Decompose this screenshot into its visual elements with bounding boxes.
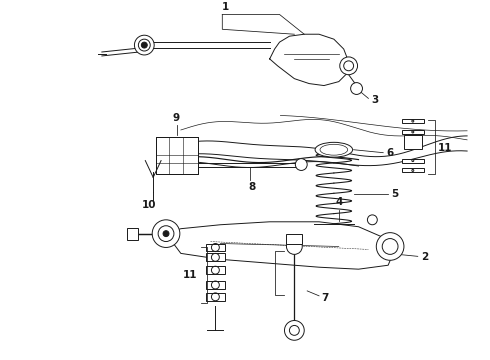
Bar [205,253,225,261]
Bar [205,243,225,251]
Bar [156,137,197,174]
Circle shape [152,220,180,247]
Text: 7: 7 [321,293,328,303]
Circle shape [287,239,302,255]
Text: 11: 11 [183,270,197,280]
Polygon shape [270,34,349,86]
Circle shape [351,82,363,94]
Text: 1: 1 [221,1,229,12]
Bar [402,130,424,134]
Bar [205,281,225,289]
Text: 4: 4 [335,197,343,207]
Circle shape [141,42,147,48]
Circle shape [285,320,304,340]
Bar [205,266,225,274]
Text: 11: 11 [438,143,452,153]
Circle shape [295,159,307,170]
Bar [287,234,302,243]
Circle shape [134,35,154,55]
Circle shape [368,215,377,225]
Polygon shape [166,222,393,269]
Text: 8: 8 [248,182,256,192]
Text: 6: 6 [386,148,393,158]
Bar [402,119,424,123]
Bar [126,228,138,239]
Bar [205,293,225,301]
Ellipse shape [315,142,353,157]
Circle shape [340,57,358,75]
Text: 3: 3 [371,95,379,105]
Text: 10: 10 [142,200,156,210]
Bar [402,168,424,172]
Circle shape [376,233,404,260]
Text: 2: 2 [421,252,428,262]
Text: 5: 5 [391,189,398,199]
Circle shape [163,231,169,237]
Bar [156,137,197,174]
Bar [402,159,424,163]
Bar [404,135,422,149]
Text: 9: 9 [172,113,179,123]
